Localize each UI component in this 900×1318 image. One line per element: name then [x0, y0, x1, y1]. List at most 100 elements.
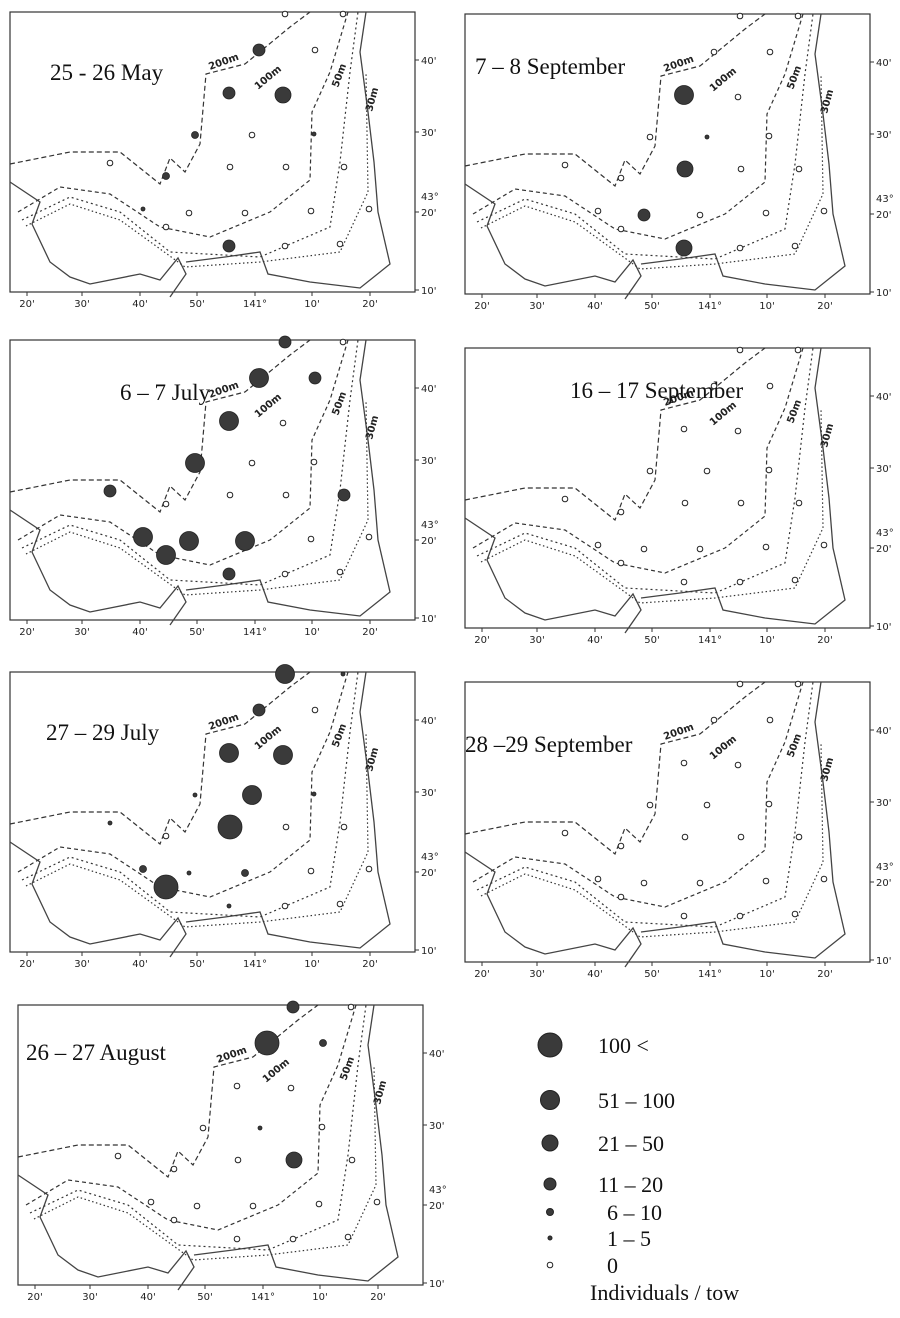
station — [680, 425, 688, 433]
station — [617, 842, 625, 850]
station — [153, 874, 179, 900]
station — [736, 578, 744, 586]
station — [765, 800, 773, 808]
station — [696, 879, 704, 887]
station — [226, 491, 234, 499]
station — [162, 223, 170, 231]
station — [736, 680, 744, 688]
y-tick-label: 20' — [429, 1201, 444, 1212]
depth-contour — [9, 339, 311, 513]
y-tick-label: 10' — [876, 288, 891, 299]
y-tick-label: 20' — [421, 536, 436, 547]
depth-contour — [17, 671, 349, 898]
legend: 100 < 51 – 100 21 – 50 11 – 20 6 – 101 – 50I… — [537, 1032, 739, 1305]
y-tick-label: 40' — [429, 1049, 444, 1060]
y-tick-label: 40' — [876, 726, 891, 737]
map-frame — [464, 347, 871, 629]
panel-title: 28 –29 September — [465, 732, 633, 757]
station — [308, 371, 322, 385]
depth-contour — [29, 1004, 367, 1251]
legend-label: 11 – 20 — [598, 1172, 663, 1197]
station — [676, 160, 694, 178]
station — [282, 823, 290, 831]
y-tick-label: 30' — [421, 128, 436, 139]
x-tick-label: 20' — [19, 959, 34, 970]
station — [307, 867, 315, 875]
station — [310, 458, 318, 466]
x-tick-label: 141° — [698, 635, 722, 646]
contour-label: 50m — [330, 390, 349, 417]
station — [561, 495, 569, 503]
station — [281, 10, 289, 18]
station — [820, 207, 828, 215]
coastline — [464, 681, 846, 968]
y-tick-label: 20' — [876, 544, 891, 555]
y-tick-label: 20' — [421, 868, 436, 879]
depth-contour — [480, 407, 824, 604]
station — [286, 1000, 300, 1014]
station — [226, 903, 232, 909]
station — [795, 833, 803, 841]
station — [637, 208, 651, 222]
station — [233, 1235, 241, 1243]
station — [315, 1200, 323, 1208]
panel-title: 7 – 8 September — [475, 54, 625, 79]
x-tick-label: 30' — [529, 635, 544, 646]
lat-label: 43° — [421, 852, 439, 863]
depth-contour — [17, 1004, 319, 1178]
depth-contour — [17, 11, 349, 238]
x-tick-label: 20' — [817, 635, 832, 646]
station — [765, 466, 773, 474]
y-tick-label: 20' — [876, 878, 891, 889]
x-tick-label: 20' — [362, 959, 377, 970]
station — [736, 244, 744, 252]
y-tick-label: 40' — [876, 58, 891, 69]
station — [791, 242, 799, 250]
x-tick-label: 10' — [304, 299, 319, 310]
contour-label: 50m — [330, 62, 349, 89]
panel-title: 26 – 27 August — [26, 1040, 167, 1065]
x-tick-label: 50' — [197, 1292, 212, 1303]
station — [340, 823, 348, 831]
station — [594, 875, 602, 883]
depth-contour — [472, 13, 804, 240]
station — [762, 877, 770, 885]
panel-title: 16 – 17 September — [570, 378, 743, 403]
station — [281, 902, 289, 910]
station — [279, 419, 287, 427]
station — [235, 531, 255, 551]
station — [820, 541, 828, 549]
x-tick-label: 141° — [243, 627, 267, 638]
x-tick-label: 20' — [474, 635, 489, 646]
x-tick-label: 30' — [82, 1292, 97, 1303]
station — [766, 716, 774, 724]
depth-contour — [476, 13, 814, 260]
x-tick-label: 30' — [529, 301, 544, 312]
x-tick-label: 30' — [74, 959, 89, 970]
station — [275, 664, 295, 684]
y-tick-label: 10' — [421, 286, 436, 297]
depth-contour — [472, 681, 804, 908]
station — [710, 716, 718, 724]
legend-label: 21 – 50 — [598, 1131, 664, 1156]
x-tick-label: 40' — [132, 959, 147, 970]
depth-contour — [17, 339, 349, 566]
station — [162, 832, 170, 840]
x-tick-label: 40' — [587, 635, 602, 646]
station — [219, 743, 239, 763]
station — [222, 86, 236, 100]
station — [191, 131, 199, 139]
station — [561, 161, 569, 169]
x-tick-label: 20' — [19, 299, 34, 310]
depth-contour — [464, 681, 766, 855]
station — [107, 820, 113, 826]
depth-contour — [25, 1004, 357, 1231]
station — [249, 368, 269, 388]
station — [318, 1123, 326, 1131]
legend-symbol — [540, 1090, 560, 1110]
x-tick-label: 20' — [19, 627, 34, 638]
y-tick-label: 20' — [876, 210, 891, 221]
station — [337, 488, 351, 502]
x-tick-label: 10' — [312, 1292, 327, 1303]
